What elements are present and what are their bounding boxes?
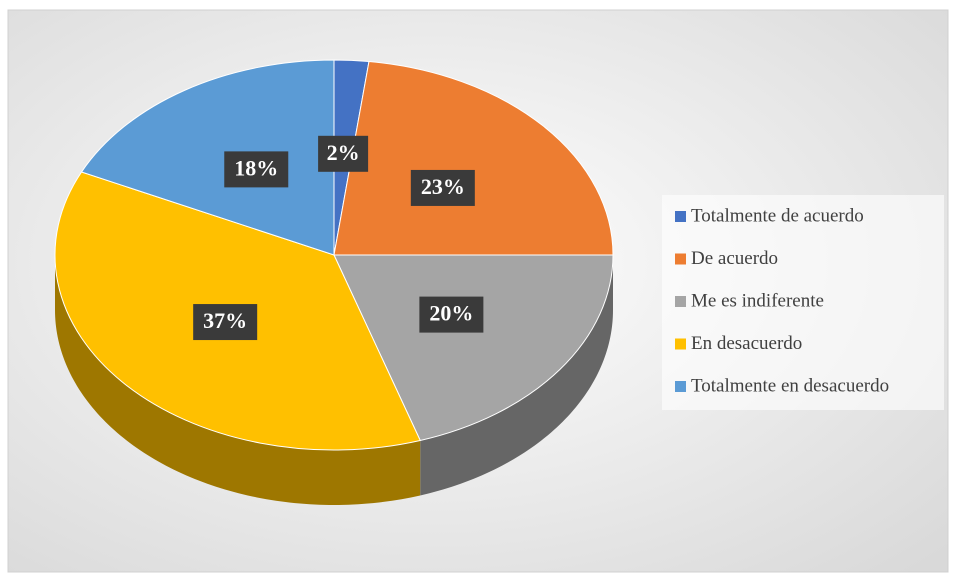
legend-swatch — [675, 253, 686, 265]
data-label-box — [224, 151, 289, 188]
data-label: 20% — [429, 301, 473, 326]
legend-label: De acuerdo — [691, 248, 778, 269]
data-label-box — [193, 304, 258, 341]
data-label: 2% — [327, 140, 360, 165]
data-label-box — [318, 135, 369, 172]
data-label-box — [410, 169, 475, 206]
data-label: 18% — [234, 155, 278, 180]
legend-label: Totalmente de acuerdo — [691, 205, 864, 226]
pie-side — [55, 255, 421, 505]
legend-swatch — [675, 338, 686, 350]
pie-slice — [333, 254, 614, 442]
data-label: 23% — [421, 174, 465, 199]
data-label-box — [419, 296, 484, 333]
legend-label: Me es indiferente — [691, 290, 824, 311]
data-label: 37% — [203, 308, 247, 333]
legend-label: En desacuerdo — [691, 333, 802, 354]
pie-slice — [80, 59, 335, 256]
pie-slice — [333, 60, 614, 256]
legend-swatch — [675, 381, 686, 392]
legend-box — [662, 195, 944, 410]
pie-side — [420, 255, 613, 496]
legend-swatch — [675, 211, 686, 222]
legend-swatch — [675, 296, 686, 307]
legend-label: Totalmente en desacuerdo — [691, 375, 889, 396]
